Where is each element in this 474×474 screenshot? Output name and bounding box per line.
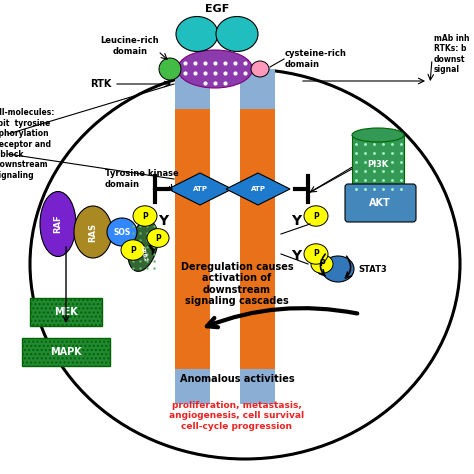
Ellipse shape: [121, 240, 145, 260]
Ellipse shape: [128, 220, 158, 272]
Ellipse shape: [74, 206, 112, 258]
Ellipse shape: [304, 244, 328, 264]
Ellipse shape: [322, 256, 354, 282]
Text: MEK: MEK: [54, 307, 78, 317]
Ellipse shape: [107, 218, 137, 246]
Text: Leucine-rich
domain: Leucine-rich domain: [100, 36, 159, 56]
Text: Y: Y: [158, 214, 168, 228]
Text: cysteine-rich
domain: cysteine-rich domain: [285, 49, 347, 69]
Text: SOS: SOS: [113, 228, 131, 237]
Text: Tyrosine kinase
domain: Tyrosine kinase domain: [105, 169, 179, 189]
Polygon shape: [226, 173, 290, 205]
Ellipse shape: [216, 17, 258, 52]
Text: ATP: ATP: [192, 186, 208, 192]
Ellipse shape: [311, 255, 333, 273]
Text: P: P: [313, 211, 319, 220]
Text: RTK: RTK: [91, 79, 112, 89]
Bar: [240, 69, 275, 109]
Text: all-molecules:
ibit  tyrosine
sphorylation
receptor and
  block
downstream
signa: all-molecules: ibit tyrosine sphorylatio…: [0, 108, 55, 180]
Text: P: P: [130, 246, 136, 255]
Text: P: P: [319, 259, 325, 268]
Text: RAF: RAF: [54, 215, 63, 233]
Ellipse shape: [251, 61, 269, 77]
Ellipse shape: [133, 206, 157, 226]
Bar: [240, 369, 275, 404]
Text: ATP: ATP: [250, 186, 265, 192]
Ellipse shape: [352, 128, 404, 142]
Text: P: P: [155, 234, 161, 243]
Text: RAS: RAS: [89, 222, 98, 241]
Text: Anomalous activities: Anomalous activities: [180, 374, 294, 384]
Ellipse shape: [159, 58, 181, 80]
Text: STAT3: STAT3: [358, 264, 387, 273]
Text: P: P: [313, 249, 319, 258]
Bar: [175, 369, 210, 404]
Bar: [352, 135, 404, 193]
Ellipse shape: [177, 50, 253, 88]
Bar: [175, 69, 210, 109]
Text: Y: Y: [291, 214, 301, 228]
Text: PI3K: PI3K: [367, 159, 389, 168]
Polygon shape: [168, 173, 232, 205]
Ellipse shape: [304, 206, 328, 226]
Bar: [240, 109, 275, 374]
Bar: [22, 338, 110, 366]
Bar: [175, 109, 210, 374]
Text: Y: Y: [147, 244, 157, 258]
Text: Y: Y: [291, 249, 301, 263]
Ellipse shape: [352, 186, 404, 200]
Text: EGF: EGF: [205, 4, 229, 14]
Ellipse shape: [40, 191, 76, 256]
Text: proliferation, metastasis,
angiogenesis, cell survival
cell-cycle progression: proliferation, metastasis, angiogenesis,…: [169, 401, 305, 431]
Text: Deregulation causes
activation of
downstream
signaling cascades: Deregulation causes activation of downst…: [181, 262, 293, 306]
Ellipse shape: [176, 17, 218, 52]
Text: GRB2: GRB2: [138, 245, 147, 263]
Text: P: P: [142, 211, 148, 220]
Text: AKT: AKT: [369, 198, 391, 208]
Text: MAPK: MAPK: [50, 347, 82, 357]
Text: mAb inh
RTKs: b
downst
signal: mAb inh RTKs: b downst signal: [434, 34, 470, 74]
FancyBboxPatch shape: [345, 184, 416, 222]
Bar: [30, 298, 102, 326]
Ellipse shape: [147, 228, 169, 247]
